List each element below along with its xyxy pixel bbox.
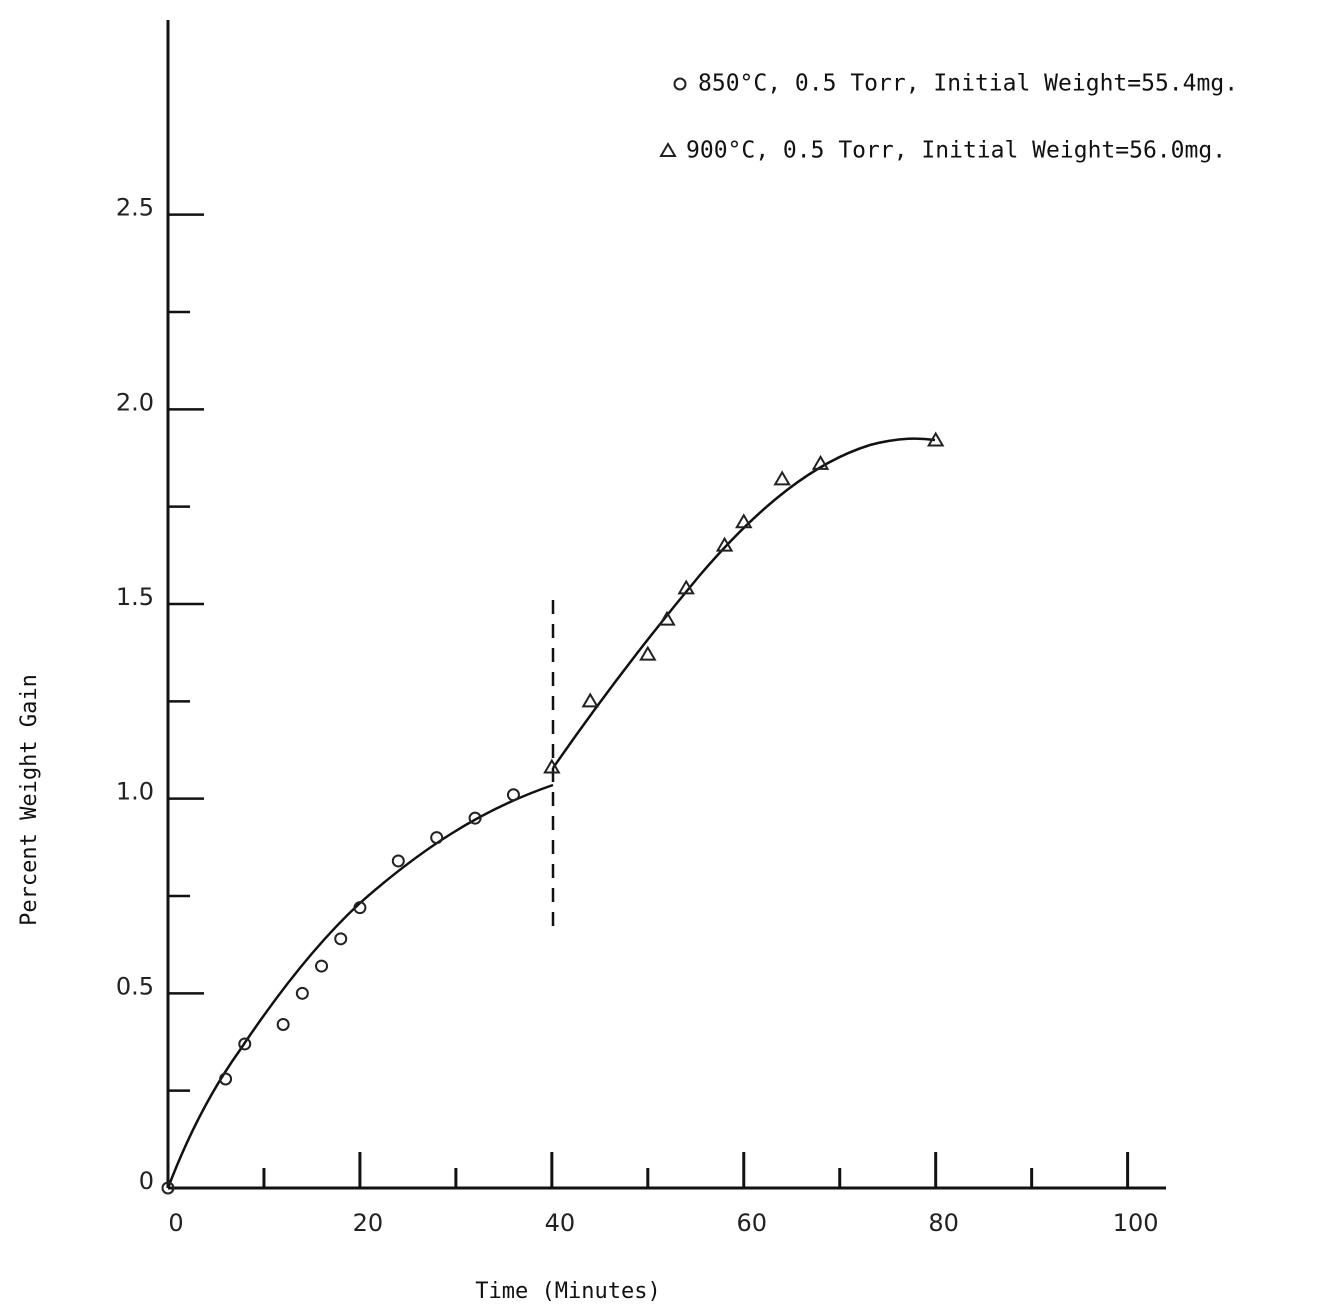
x-tick-label: 20 — [353, 1209, 384, 1237]
y-tick-label: 2.0 — [116, 388, 154, 416]
circle-marker — [161, 1181, 175, 1195]
triangle-marker — [543, 758, 561, 774]
fit-curve — [551, 437, 936, 769]
legend-label: 900°C, 0.5 Torr, Initial Weight=56.0mg. — [686, 138, 1226, 164]
circle-marker — [673, 77, 687, 91]
circle-marker — [506, 788, 520, 802]
x-tick-label: 40 — [545, 1209, 576, 1237]
x-tick-label: 60 — [736, 1209, 767, 1237]
fit-curve — [166, 783, 554, 1189]
triangle-marker — [773, 470, 791, 486]
circle-marker — [430, 831, 444, 845]
circle-marker — [219, 1072, 233, 1086]
x-tick-label: 0 — [168, 1209, 183, 1237]
y-tick-label: 2.5 — [116, 194, 154, 222]
x-tick-label: 100 — [1113, 1209, 1159, 1237]
triangle-marker — [677, 579, 695, 595]
circle-marker — [276, 1017, 290, 1031]
triangle-marker — [658, 610, 676, 626]
triangle-marker — [715, 536, 734, 552]
circle-marker — [353, 901, 367, 915]
y-tick-label: 0.5 — [116, 972, 154, 1000]
y-tick-label: 1.0 — [116, 778, 154, 806]
circle-marker — [391, 854, 405, 868]
triangle-marker — [735, 513, 753, 529]
circle-marker — [334, 932, 348, 946]
triangle-marker — [659, 142, 677, 157]
circle-marker — [295, 986, 309, 1000]
circle-marker — [238, 1037, 252, 1051]
y-tick-label: 0 — [139, 1167, 154, 1195]
y-tick-label: 1.5 — [116, 583, 154, 611]
y-axis-label: Percent Weight Gain — [17, 674, 42, 926]
triangle-marker — [811, 454, 830, 470]
x-tick-label: 80 — [928, 1209, 959, 1237]
circle-marker — [315, 959, 329, 973]
circle-marker — [468, 811, 482, 825]
triangle-marker — [639, 645, 657, 661]
legend-label: 850°C, 0.5 Torr, Initial Weight=55.4mg. — [698, 71, 1238, 97]
triangle-marker — [581, 692, 599, 708]
x-axis-label: Time (Minutes) — [475, 1279, 660, 1304]
triangle-marker — [926, 431, 945, 447]
